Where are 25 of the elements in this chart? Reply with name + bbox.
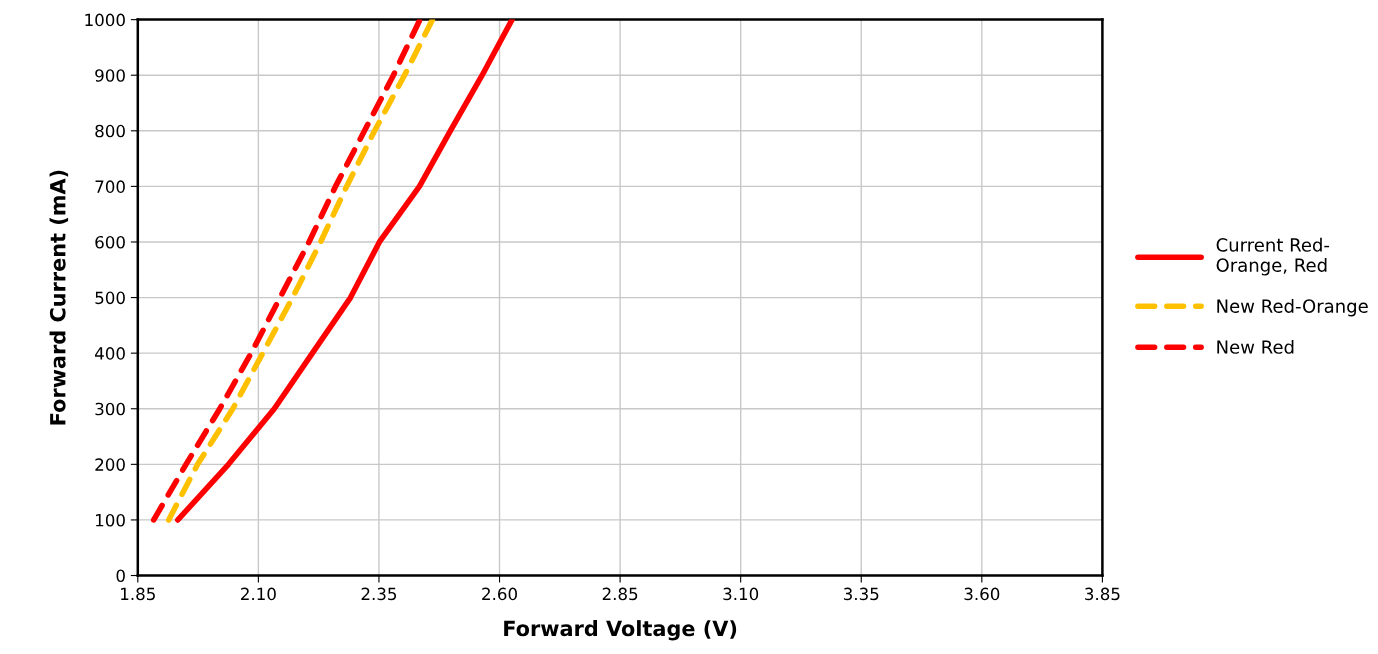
y-tick-label: 1000 [85, 13, 125, 27]
x-tick-label: 3.85 [1085, 587, 1120, 601]
x-tick-label: 2.35 [361, 587, 397, 601]
y-tick-label: 400 [95, 347, 125, 360]
legend-label: Current Red- Orange, Red [1216, 237, 1330, 276]
x-tick-label: 2.85 [602, 587, 638, 601]
x-tick-label: 1.85 [121, 587, 155, 601]
y-tick-label: 500 [95, 291, 125, 305]
y-tick-label: 0 [116, 569, 125, 583]
x-tick-label: 3.10 [723, 587, 759, 601]
x-tick-label: 2.60 [482, 587, 517, 601]
y-tick-label: 100 [96, 513, 125, 527]
y-tick-label: 200 [95, 458, 125, 471]
y-axis-title: Forward Current (mA) [49, 170, 69, 425]
x-axis-title: Forward Voltage (V) [504, 620, 737, 641]
x-tick-label: 3.60 [964, 587, 1000, 601]
y-tick-label: 800 [95, 124, 125, 138]
y-tick-label: 700 [95, 180, 125, 193]
y-tick-label: 600 [95, 235, 125, 249]
y-tick-label: 300 [95, 402, 125, 416]
y-tick-label: 900 [95, 69, 125, 82]
x-tick-label: 2.10 [241, 587, 276, 601]
legend-label: New Red-Orange [1217, 298, 1368, 317]
legend-label: New Red [1217, 339, 1294, 354]
x-tick-label: 3.35 [843, 587, 879, 601]
